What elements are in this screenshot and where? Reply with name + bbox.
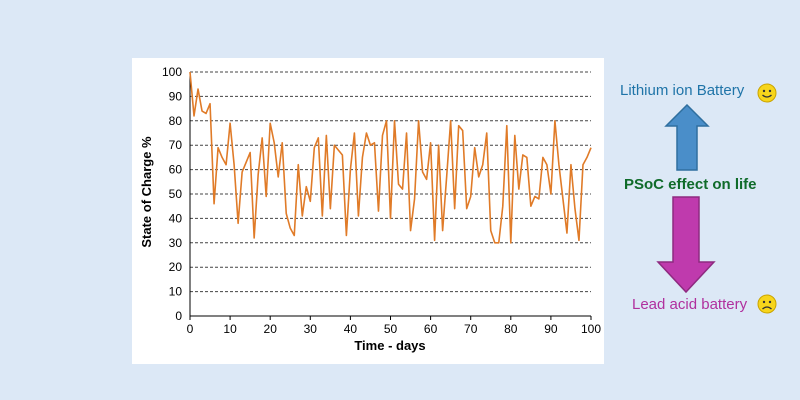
- lithium-ion-label: Lithium ion Battery: [620, 82, 745, 99]
- x-axis-title: Time - days: [354, 338, 425, 353]
- series-layer: [189, 71, 592, 244]
- x-tick-label: 10: [223, 322, 237, 336]
- y-tick-label: 20: [169, 260, 183, 274]
- happy-face-icon: [757, 83, 777, 108]
- y-tick-label: 10: [169, 285, 183, 299]
- tick-layer: 0 10 20 30 40 50 60 70 80 90 100 0 10 20 30 40 50 60 70 80 9…: [162, 65, 601, 336]
- y-tick-label: 30: [169, 236, 183, 250]
- x-tick-label: 50: [384, 322, 398, 336]
- x-tick-label: 40: [344, 322, 358, 336]
- x-tick-label: 100: [581, 322, 601, 336]
- sad-face-icon: [757, 294, 777, 319]
- x-tick-label: 70: [464, 322, 478, 336]
- y-tick-label: 60: [169, 163, 183, 177]
- x-tick-label: 30: [304, 322, 318, 336]
- y-tick-label: 80: [169, 114, 183, 128]
- down-arrow-icon: [656, 196, 716, 299]
- lead-acid-label: Lead acid battery: [632, 296, 748, 313]
- grid-layer: [190, 71, 591, 293]
- x-tick-label: 90: [544, 322, 558, 336]
- y-tick-label: 100: [162, 65, 182, 79]
- x-tick-label: 60: [424, 322, 438, 336]
- y-tick-label: 90: [169, 89, 183, 103]
- series-line-0: [189, 71, 592, 244]
- down-arrow-shape: [656, 196, 716, 294]
- up-arrow-shape: [664, 103, 710, 171]
- y-tick-label: 70: [169, 138, 183, 152]
- y-axis-title: State of Charge %: [139, 136, 154, 248]
- psoc-effect-label: PSoC effect on life: [624, 176, 757, 193]
- y-tick-label: 50: [169, 187, 183, 201]
- y-tick-label: 40: [169, 211, 183, 225]
- x-tick-label: 20: [264, 322, 278, 336]
- y-tick-label: 0: [175, 309, 182, 323]
- chart-svg: 0 10 20 30 40 50 60 70 80 90 100 0 10 20 30 40 50 60 70 80 9…: [139, 65, 601, 353]
- x-tick-label: 80: [504, 322, 518, 336]
- up-arrow-icon: [664, 103, 710, 177]
- x-tick-label: 0: [187, 322, 194, 336]
- chart-panel: 0 10 20 30 40 50 60 70 80 90 100 0 10 20 30 40 50 60 70 80 9…: [132, 58, 604, 364]
